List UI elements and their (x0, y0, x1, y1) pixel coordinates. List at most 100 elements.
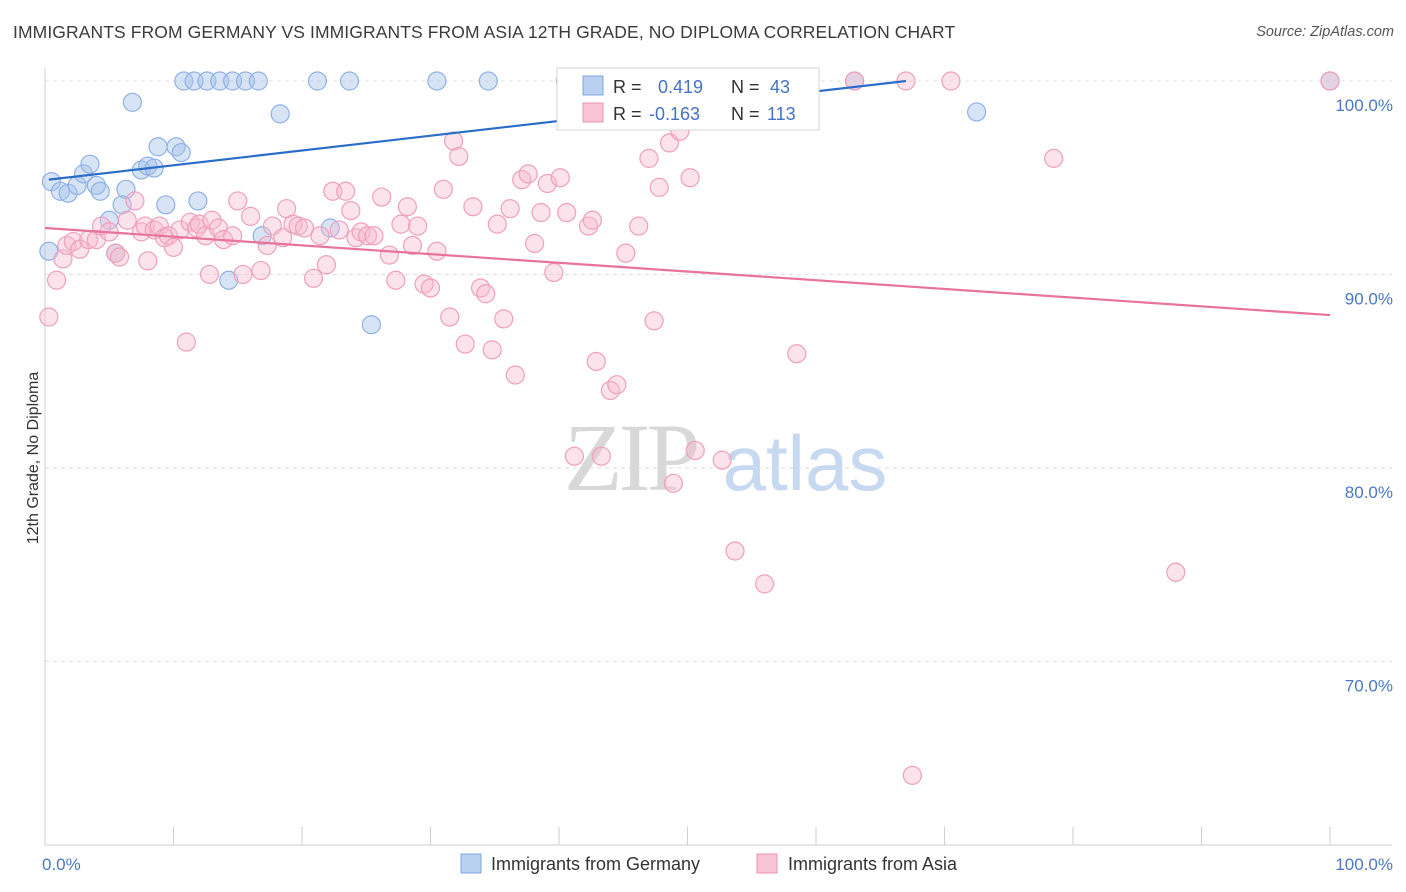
point-germany-17 (148, 137, 168, 157)
point-asia-63 (420, 278, 441, 298)
point-asia-71 (471, 278, 491, 298)
point-germany-2 (50, 181, 71, 201)
legend-swatch-asia (756, 853, 778, 874)
point-asia-59 (397, 197, 417, 217)
y-tick-label-0: 100.0% (1335, 96, 1393, 115)
point-asia-57 (386, 270, 406, 290)
point-asia-72 (476, 284, 496, 304)
point-asia-76 (500, 199, 520, 219)
y-axis-label: 12th Grade, No Diploma (25, 372, 42, 545)
point-asia-44 (303, 268, 324, 288)
point-asia-73 (482, 340, 502, 360)
point-germany-18 (156, 195, 176, 215)
point-asia-39 (273, 228, 293, 248)
point-asia-33 (228, 191, 248, 211)
x-tick-label-0: 0.0% (42, 855, 81, 874)
point-asia-37 (257, 235, 277, 256)
point-asia-81 (531, 202, 551, 223)
point-asia-68 (449, 146, 469, 167)
point-asia-53 (357, 226, 378, 246)
watermark: ZIP atlas (564, 404, 887, 511)
point-asia-26 (189, 214, 209, 234)
series-asia-points (39, 71, 1340, 785)
point-asia-75 (494, 309, 514, 329)
trend-line-asia (44, 226, 1331, 317)
point-asia-13 (125, 191, 145, 211)
point-asia-93 (616, 243, 636, 263)
point-asia-35 (241, 206, 261, 227)
point-asia-50 (341, 201, 361, 221)
point-germany-34 (339, 71, 360, 91)
y-tick-label-3: 70.0% (1345, 676, 1393, 695)
point-germany-35 (361, 315, 381, 335)
point-asia-0 (39, 307, 59, 327)
point-germany-37 (478, 71, 498, 91)
point-asia-46 (316, 255, 337, 275)
point-germany-30 (252, 226, 272, 246)
point-asia-104 (725, 541, 745, 561)
point-asia-56 (379, 245, 399, 265)
point-asia-88 (582, 210, 603, 230)
legend-swatch-germany (460, 853, 482, 874)
point-asia-92 (607, 375, 627, 395)
point-asia-11 (109, 247, 130, 267)
point-asia-105 (754, 574, 775, 594)
stats-n-value-asia: 113 (767, 104, 796, 124)
point-asia-69 (455, 334, 475, 354)
stats-n-label-asia: N = (731, 104, 760, 124)
point-asia-49 (336, 181, 356, 201)
point-asia-84 (550, 168, 570, 188)
point-asia-70 (463, 197, 483, 217)
stats-r-value-asia: -0.163 (649, 104, 700, 124)
point-asia-74 (487, 214, 507, 234)
point-germany-36 (427, 71, 447, 91)
source-label: Source: ZipAtlas.com (1256, 24, 1394, 40)
point-asia-79 (518, 164, 538, 184)
watermark-zip: ZIP (564, 404, 697, 511)
tick-labels: 100.0% 90.0% 80.0% 70.0% 0.0% 100.0% (42, 96, 1393, 874)
grid-lines (45, 80, 1392, 662)
point-germany-32 (307, 71, 328, 91)
point-asia-65 (433, 179, 453, 199)
point-asia-85 (557, 202, 577, 223)
axes (44, 68, 1392, 846)
stats-r-value-germany: 0.419 (658, 77, 703, 97)
point-asia-101 (680, 168, 700, 188)
point-asia-29 (202, 210, 222, 230)
point-asia-94 (629, 216, 649, 236)
point-asia-90 (591, 446, 612, 466)
point-asia-77 (505, 365, 525, 385)
point-asia-97 (649, 177, 669, 197)
point-germany-41 (967, 102, 987, 122)
point-germany-21 (174, 71, 194, 91)
point-germany-29 (248, 71, 268, 91)
point-asia-110 (941, 71, 961, 91)
point-asia-16 (138, 251, 158, 271)
point-asia-60 (402, 235, 423, 256)
series-legend: Immigrants from Germany Immigrants from … (460, 853, 958, 874)
point-asia-106 (787, 344, 807, 364)
y-tick-label-2: 80.0% (1345, 483, 1393, 502)
stats-legend: R = 0.419 N = 43 R = -0.163 N = 113 (556, 67, 820, 131)
point-germany-13 (122, 92, 142, 112)
point-germany-20 (171, 142, 191, 163)
point-asia-99 (663, 473, 683, 493)
point-asia-54 (364, 226, 384, 246)
point-asia-64 (427, 241, 447, 261)
point-asia-55 (372, 187, 392, 207)
point-germany-23 (188, 191, 208, 211)
legend-label-asia: Immigrants from Asia (788, 854, 958, 874)
stats-n-label-germany: N = (731, 77, 760, 97)
point-asia-66 (440, 307, 460, 327)
point-asia-21 (163, 237, 184, 257)
point-asia-112 (1166, 562, 1186, 582)
point-asia-23 (176, 332, 196, 352)
stats-r-label-asia: R = (613, 104, 642, 124)
point-germany-31 (270, 104, 290, 124)
point-asia-4 (63, 231, 83, 252)
point-asia-34 (233, 264, 253, 285)
x-tick-label-1: 100.0% (1335, 855, 1393, 874)
stats-r-label-germany: R = (613, 77, 642, 97)
point-asia-43 (294, 218, 315, 238)
